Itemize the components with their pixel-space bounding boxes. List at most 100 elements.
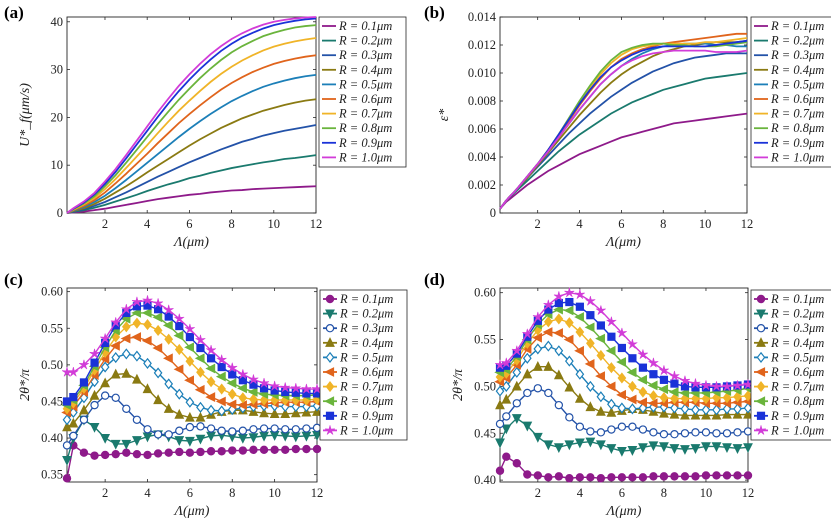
data-point [616,357,626,367]
legend-label: R = 0.8μm [770,121,824,135]
data-point [100,333,111,343]
data-point [100,450,110,460]
data-point [196,343,205,353]
y-tick-label: 0.60 [41,285,63,299]
legend-marker [755,367,766,377]
data-point [722,443,732,454]
y-tick-label: 0.45 [41,394,63,408]
data-point [206,404,216,416]
legend-label: R = 1.0μm [339,423,393,437]
data-point [712,471,721,480]
data-point [501,357,512,368]
data-point [565,297,574,307]
x-tick-label: 8 [661,486,667,500]
legend-label: R = 0.4μm [338,63,392,77]
x-tick-label: 12 [310,217,323,231]
series-1 [499,112,748,210]
panel-label-c: (c) [4,270,23,289]
data-point [722,403,732,415]
y-tick-label: 30 [51,63,64,77]
data-point [523,470,532,479]
data-point [638,402,648,414]
data-point [259,407,269,418]
data-point [100,391,110,400]
data-point [668,387,679,397]
chart-panel-d: 2 4 6 8 10 12 0.40 0.45 0.50 0.55 0.60 Λ(μm) 2θ*/π R … [451,286,831,519]
data-point [281,445,290,454]
data-point [153,298,164,308]
data-point [174,313,185,324]
data-point [575,302,584,311]
data-point [153,324,163,337]
x-axis-label: Λ(μm) [173,504,210,519]
data-point [270,424,279,433]
data-point [153,449,163,458]
data-point [280,382,291,392]
data-point [195,411,206,422]
data-point [238,426,248,435]
data-point [184,436,195,447]
panel-label-d: (d) [424,270,445,289]
data-point [143,425,152,434]
legend-label: R = 0.6μm [770,365,824,379]
data-point [701,428,711,437]
data-point [143,357,152,369]
legend-marker [325,337,335,347]
data-point [553,304,563,315]
series-line [66,98,317,214]
legend-marker [324,425,336,435]
data-point [280,408,291,419]
data-point [627,446,638,456]
series-10 [499,49,748,210]
data-point [175,321,184,331]
y-tick-label: 0.55 [41,321,63,335]
data-point [195,434,206,445]
data-point [670,402,679,414]
data-point [100,377,111,388]
legend-label: R = 0.8μm [770,394,824,408]
data-point [153,394,164,405]
data-point [574,289,585,299]
series-line [66,154,317,214]
x-tick-label: 4 [577,486,584,500]
data-point [626,394,637,405]
data-point [617,372,627,384]
series-3 [66,124,317,214]
data-point [605,345,616,356]
data-point [606,444,617,454]
data-point [574,438,585,449]
data-point [69,431,78,441]
legend-marker [756,324,766,333]
legend-label: R = 1.0μm [770,423,824,437]
data-point [206,447,216,456]
data-point [522,328,533,339]
data-point [533,343,543,355]
data-point [586,473,595,482]
data-point [595,333,605,344]
legend-label: R = 0.1μm [339,292,393,306]
data-point [90,358,99,367]
data-point [743,408,753,419]
data-point [205,363,216,374]
series-1 [62,441,322,483]
data-point [733,391,742,403]
data-point [141,307,152,318]
data-point [701,404,711,416]
data-point [122,448,131,457]
y-tick-label: 0.50 [41,358,63,372]
data-point [100,433,111,444]
data-point [121,304,132,314]
y-tick-label: 0.35 [41,468,63,482]
data-point [523,388,532,398]
series-line [66,124,317,214]
data-point [501,424,512,435]
series-2 [499,72,748,210]
data-point [206,376,216,388]
data-point [584,359,595,369]
data-point [226,399,237,410]
data-point [153,367,163,379]
data-point [637,349,648,359]
data-point [628,403,637,415]
data-point [248,433,259,444]
